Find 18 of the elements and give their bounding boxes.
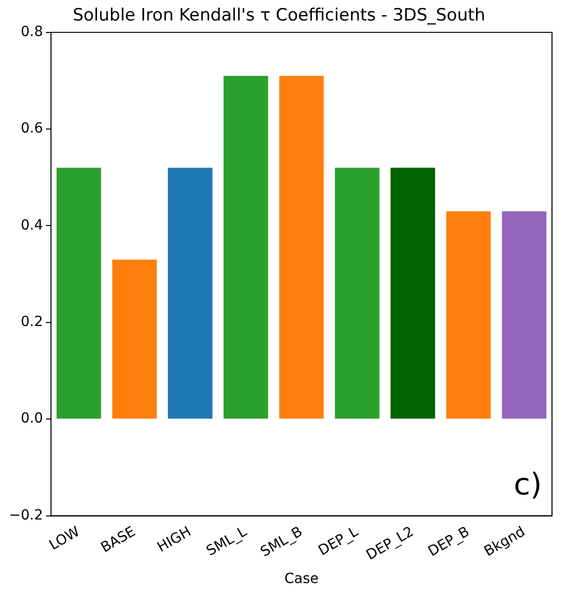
x-axis-title: Case [284,571,319,588]
annotation: c) [514,468,542,503]
y-tick-label: 0.4 [20,217,44,234]
bar [390,168,436,419]
y-tick-label: 0.0 [20,410,43,427]
y-tick-label: −0.2 [8,507,43,524]
bar [334,168,380,419]
chart-title: Soluble Iron Kendall's τ Coefficients - 3DS_South [72,6,486,26]
bar [168,168,212,419]
bar [279,76,324,419]
bar [502,211,546,419]
bar [112,260,157,419]
bar [56,168,102,419]
y-tick-label: 0.2 [20,314,43,330]
y-tick-label: 0.8 [20,24,43,40]
y-tick-label: 0.6 [20,120,44,137]
bar [446,211,491,419]
bar [224,76,268,419]
